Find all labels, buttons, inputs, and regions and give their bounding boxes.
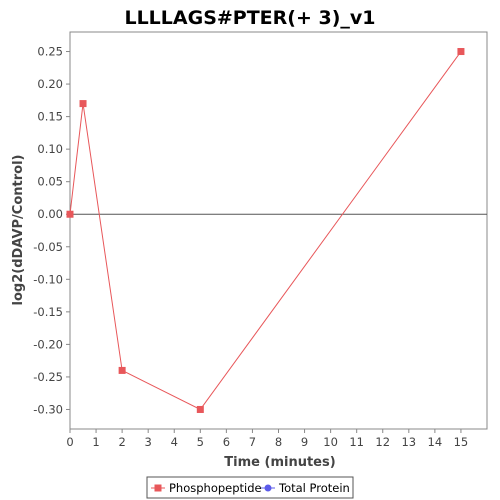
y-tick-label: 0.15 [37,110,63,124]
x-tick-label: 7 [249,435,256,449]
x-tick-label: 14 [428,435,443,449]
x-tick-label: 11 [349,435,364,449]
y-tick-label: 0.10 [37,142,63,156]
x-tick-label: 5 [197,435,204,449]
legend-item-total-protein: Total Protein [261,481,350,495]
y-tick-label: 0.05 [37,175,63,189]
x-axis: 0 1 2 3 4 5 6 7 8 9 10 11 12 13 14 15 [66,429,468,449]
y-tick-label: -0.20 [33,337,63,351]
y-tick-label: -0.30 [33,402,63,416]
legend-label-total-protein: Total Protein [278,481,350,495]
data-point [196,405,204,413]
x-tick-label: 6 [223,435,230,449]
x-tick-label: 15 [454,435,469,449]
data-point [457,48,465,56]
y-axis: -0.30 -0.25 -0.20 -0.15 -0.10 -0.05 0.00 0.05 0.… [33,45,70,416]
x-tick-label: 9 [301,435,308,449]
plot-area [69,31,488,430]
y-tick-label: 0.25 [37,45,63,59]
x-axis-label: Time (minutes) [224,455,335,470]
y-tick-label: 0.20 [37,77,63,91]
y-tick-label: -0.10 [33,272,63,286]
x-tick-label: 13 [401,435,416,449]
legend-item-phosphopeptide: Phosphopeptide [151,481,262,495]
y-tick-label: 0.00 [37,207,63,221]
x-tick-label: 1 [92,435,99,449]
x-tick-label: 8 [275,435,282,449]
x-tick-label: 10 [323,435,338,449]
x-tick-label: 2 [118,435,125,449]
y-axis-label: log2(dDAVP/Control) [11,155,26,306]
data-point [79,100,87,108]
data-point [118,366,126,374]
y-tick-label: -0.05 [33,240,63,254]
chart-title: LLLLAGS#PTER(+ 3)_v1 [124,7,375,29]
legend-marker-phosphopeptide [154,484,162,492]
legend-marker-total-protein [264,484,272,492]
x-tick-label: 0 [66,435,73,449]
series-layer [66,48,465,413]
legend-box [146,476,354,499]
y-tick-label: -0.15 [33,305,63,319]
x-tick-label: 3 [145,435,152,449]
y-tick-label: -0.25 [33,370,63,384]
legend: Phosphopeptide Total Protein [146,476,354,499]
data-point [66,210,74,218]
x-tick-label: 4 [171,435,178,449]
legend-label-phosphopeptide: Phosphopeptide [169,481,262,495]
x-tick-label: 12 [375,435,390,449]
